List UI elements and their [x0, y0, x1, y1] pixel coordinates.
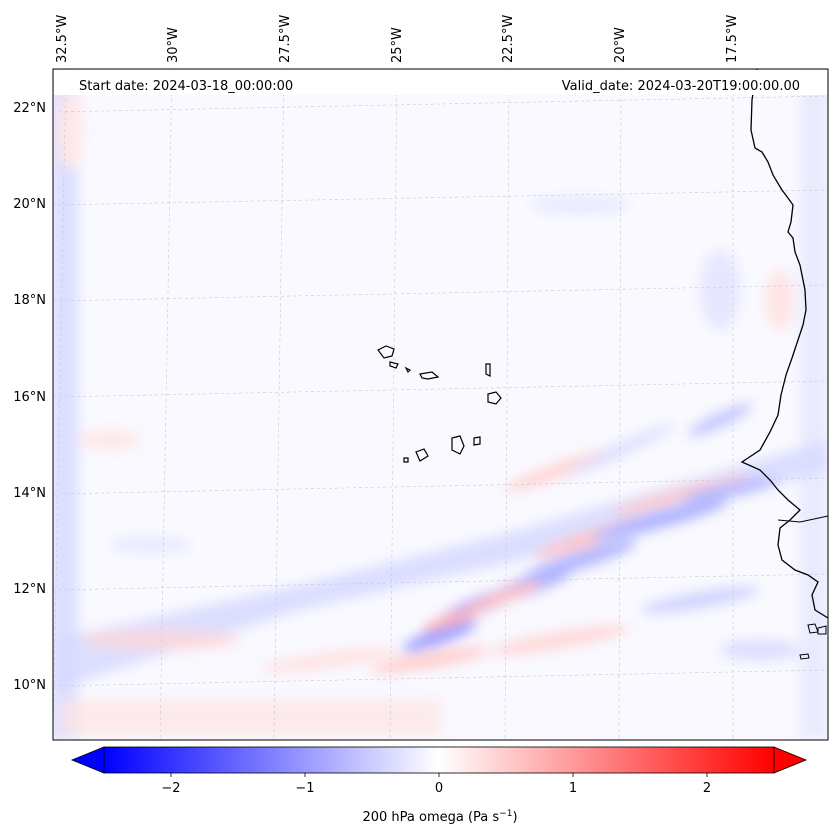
colorbar-tick: −2	[161, 781, 180, 796]
header-band	[54, 70, 827, 95]
lon-label: 27.5°W	[278, 15, 293, 63]
lat-label: 18°N	[13, 293, 46, 308]
lon-labels: 32.5°W 30°W 27.5°W 25°W 22.5°W 20°W 17.5…	[55, 15, 740, 63]
lon-label: 17.5°W	[725, 15, 740, 63]
lat-labels: 22°N 20°N 18°N 16°N 14°N 12°N 10°N	[13, 101, 46, 693]
colorbar-tick: 0	[435, 781, 443, 796]
lat-label: 14°N	[13, 486, 46, 501]
omega-field	[53, 69, 828, 740]
lat-label: 10°N	[13, 678, 46, 693]
africa-coastline	[740, 69, 828, 619]
colorbar-tick: 1	[569, 781, 577, 796]
lon-label: 20°W	[613, 27, 628, 63]
colorbar-extend-left	[70, 746, 105, 774]
colorbar-body	[103, 746, 775, 774]
colorbar-tick: −1	[295, 781, 314, 796]
lat-label: 22°N	[13, 101, 46, 116]
colorbar-label: 200 hPa omega (Pa s−1)	[362, 809, 517, 825]
cape-verde-islands	[377, 345, 502, 463]
lon-label: 25°W	[390, 27, 405, 63]
lat-label: 12°N	[13, 582, 46, 597]
lon-label: 30°W	[166, 27, 181, 63]
colorbar: −2 −1 0 1 2 200 hPa omega (Pa s−1)	[70, 746, 808, 825]
lon-label: 22.5°W	[501, 15, 516, 63]
lat-label: 20°N	[13, 197, 46, 212]
valid-date-label: Valid_date: 2024-03-20T19:00:00.00	[562, 79, 800, 94]
map-frame	[52, 68, 829, 741]
colorbar-tick: 2	[703, 781, 711, 796]
gambia-coast	[777, 515, 829, 523]
start-date-label: Start date: 2024-03-18_00:00:00	[79, 79, 293, 94]
colorbar-extend-right	[773, 746, 808, 774]
lon-label: 32.5°W	[55, 15, 70, 63]
lat-label: 16°N	[13, 390, 46, 405]
bijagos-islands	[799, 623, 827, 660]
graticule	[53, 69, 828, 740]
